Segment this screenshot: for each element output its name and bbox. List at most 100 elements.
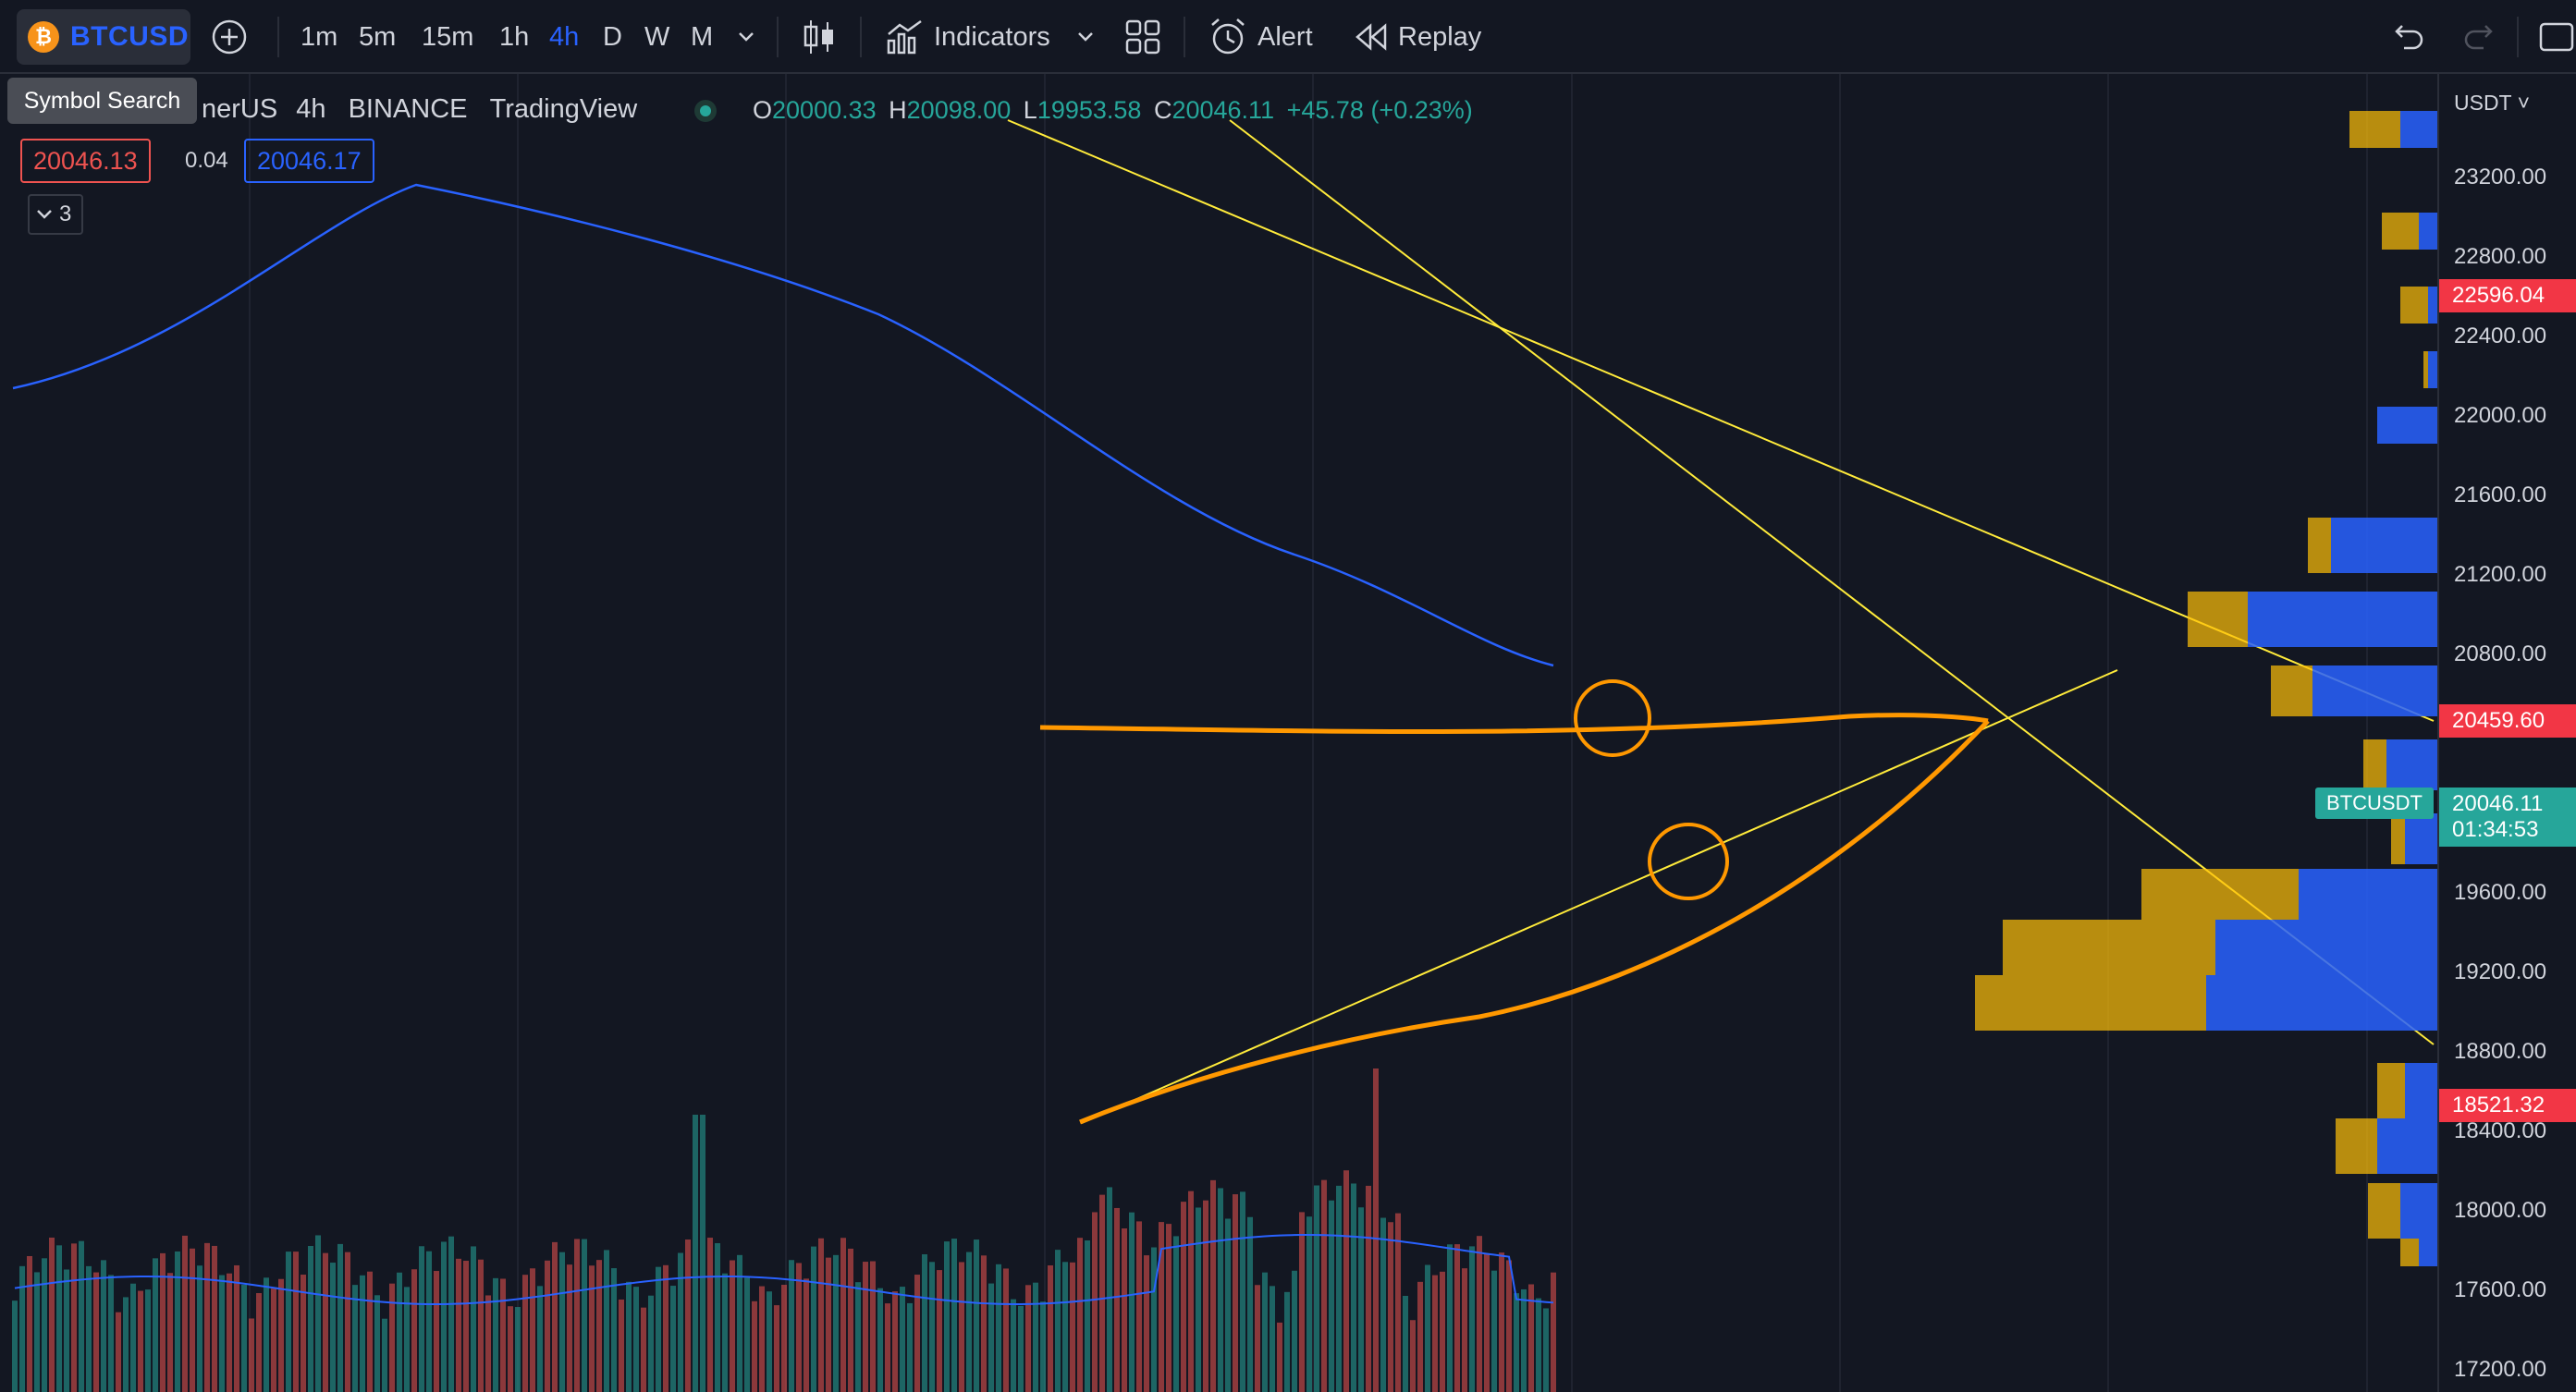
volume-profile-bar [2363,739,2386,790]
volume-profile-bar [2428,351,2437,388]
volume-bar [1018,1305,1024,1392]
legend-exchange: BINANCE [348,94,468,124]
volume-bar [811,1246,816,1392]
volume-bar [693,1115,698,1392]
volume-bar [574,1239,580,1392]
volume-bar [1003,1268,1009,1392]
volume-bar [596,1260,602,1392]
volume-bar [1033,1282,1038,1392]
volume-profile-bar [2206,975,2437,1031]
volume-bar [1484,1253,1490,1392]
volume-bar [737,1254,742,1392]
price-chart[interactable] [0,74,2437,1392]
redo-icon[interactable] [2461,20,2495,54]
collapse-indicators-button[interactable]: 3 [28,194,83,235]
interval-m[interactable]: M [691,22,714,52]
volume-bar [863,1262,868,1392]
volume-bar [515,1307,521,1392]
volume-profile-bar [2391,813,2405,864]
last-price-value: 20046.11 [2452,791,2544,816]
axis-label: 18400.00 [2454,1118,2547,1143]
volume-bar [885,1303,890,1392]
interval-15m[interactable]: 15m [422,22,474,52]
volume-bar [1099,1194,1105,1392]
volume-bar [264,1277,269,1392]
volume-bar [803,1278,809,1392]
volume-bar [330,1263,336,1392]
volume-bar [619,1299,624,1392]
last-price-tag[interactable]: 20046.11 01:34:53 [2439,788,2576,847]
indicators-button[interactable]: Indicators [934,22,1050,52]
volume-bar [323,1252,328,1392]
interval-1m[interactable]: 1m [301,22,338,52]
alert-button[interactable]: Alert [1257,22,1313,52]
undo-icon[interactable] [2393,20,2426,54]
volume-profile [1975,111,2437,1266]
interval-w[interactable]: W [644,22,670,52]
symbol-search-button[interactable]: ₿ BTCUSD [17,9,190,65]
toolbar-separator [1184,17,1185,57]
buy-price-box[interactable]: 20046.17 [244,139,374,183]
volume-bar [759,1286,765,1392]
volume-bar [1011,1299,1016,1392]
volume-bar [530,1268,535,1392]
add-symbol-icon[interactable] [211,18,248,55]
volume-bar [1055,1250,1061,1392]
collapsed-count: 3 [59,201,72,226]
volume-profile-bar [2188,592,2248,647]
volume-bar [1299,1212,1305,1392]
volume-bar [1277,1322,1282,1392]
volume-bar [1432,1275,1438,1392]
axis-label: 17200.00 [2454,1357,2547,1382]
volume-bar [485,1295,491,1392]
volume-profile-bar [2419,1239,2437,1266]
indicators-icon[interactable] [886,18,925,55]
hline-price-tag[interactable]: 22596.04 [2439,279,2576,312]
volume-bar [1491,1270,1497,1392]
volume-bar [234,1264,239,1392]
hline-price-tag[interactable]: 20459.60 [2439,704,2576,738]
replay-icon[interactable] [1354,20,1391,54]
currency-selector[interactable]: USDT ˅ [2454,91,2531,115]
legend-title[interactable]: nerUS 4h BINANCE TradingView [202,94,637,125]
volume-bar [64,1269,69,1392]
volume-bar [907,1302,913,1392]
replay-button[interactable]: Replay [1398,22,1482,52]
interval-5m[interactable]: 5m [359,22,397,52]
volume-bar [1403,1295,1408,1392]
ohlc-high: 20098.00 [906,96,1012,124]
volume-profile-bar [2400,1183,2437,1239]
chevron-down-icon[interactable] [1076,30,1095,44]
spread-value: 0.04 [185,148,228,173]
volume-bar [974,1239,979,1392]
volume-bar [715,1242,720,1392]
volume-bar [545,1260,550,1392]
volume-bar [1225,1218,1231,1392]
ohlc-change: +45.78 (+0.23%) [1286,96,1473,124]
volume-bar [767,1291,772,1392]
candles-icon[interactable] [801,17,838,57]
volume-bar [197,1265,202,1392]
fullscreen-icon[interactable] [2537,18,2574,55]
ohlc-o-label: O [753,96,773,124]
interval-4h[interactable]: 4h [549,22,580,52]
alert-clock-icon[interactable] [1208,17,1248,57]
volume-profile-bar [2248,592,2437,647]
interval-1h[interactable]: 1h [499,22,530,52]
volume-bar [877,1288,883,1392]
volume-bar [286,1252,291,1392]
market-status-icon [693,99,718,123]
volume-bar [1306,1216,1312,1392]
volume-bar [1329,1200,1334,1392]
volume-bar [426,1251,432,1392]
sell-price-box[interactable]: 20046.13 [20,139,151,183]
interval-d[interactable]: D [603,22,622,52]
volume-bar [589,1265,595,1392]
volume-bar [404,1287,410,1392]
orange-resistance-line [1039,713,1989,735]
orange-circle [1648,823,1729,900]
volume-bar [123,1297,129,1392]
hline-price-tag[interactable]: 18521.32 [2439,1089,2576,1122]
chevron-down-icon[interactable] [737,30,755,44]
layout-grid-icon[interactable] [1124,18,1161,55]
